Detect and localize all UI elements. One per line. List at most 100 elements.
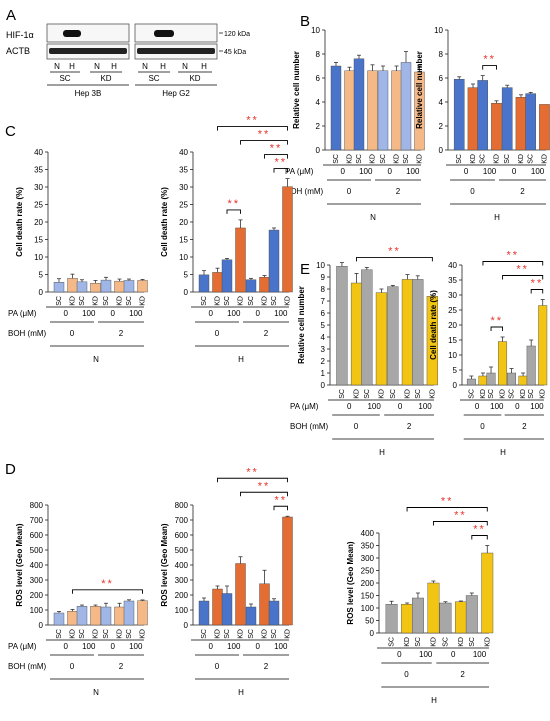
pa-value: 0 bbox=[464, 167, 469, 176]
category-label: SC bbox=[56, 629, 63, 639]
boh-row-label: BOH (mM) bbox=[8, 329, 47, 338]
y-tick-label: 200 bbox=[175, 591, 189, 600]
y-tick-label: 4 bbox=[321, 333, 326, 342]
bar bbox=[282, 516, 293, 626]
significance-marker: ** bbox=[246, 466, 259, 478]
category-label: KD bbox=[394, 154, 401, 164]
y-tick-label: 5 bbox=[453, 366, 458, 375]
bar bbox=[427, 582, 440, 634]
y-tick-label: 20 bbox=[179, 218, 188, 227]
boh-value: 0 bbox=[354, 422, 359, 431]
category-label: SC bbox=[488, 389, 495, 399]
lane-label: H bbox=[160, 62, 166, 71]
boh-value: 0 bbox=[470, 187, 475, 196]
y-tick-label: 35 bbox=[179, 166, 188, 175]
category-label: SC bbox=[201, 629, 208, 639]
pa-value: 0 bbox=[64, 642, 69, 651]
category-label: SC bbox=[390, 389, 397, 399]
pa-value: 0 bbox=[475, 402, 480, 411]
category-label: SC bbox=[509, 389, 516, 399]
boh-value: 0 bbox=[480, 422, 485, 431]
y-tick-label: 100 bbox=[30, 606, 44, 615]
category-label: KD bbox=[117, 296, 124, 306]
y-tick-label: 15 bbox=[179, 236, 188, 245]
bar bbox=[235, 563, 246, 626]
pa-value: 0 bbox=[397, 650, 402, 659]
category-label: KD bbox=[238, 629, 245, 639]
y-tick-label: 0 bbox=[321, 381, 326, 390]
y-tick-label: 8 bbox=[439, 50, 444, 59]
bar bbox=[221, 259, 233, 293]
bar bbox=[336, 266, 348, 386]
category-label: KD bbox=[430, 637, 437, 647]
category-label: SC bbox=[126, 629, 133, 639]
bar bbox=[76, 281, 88, 293]
bar bbox=[53, 612, 65, 626]
significance-marker: ** bbox=[516, 264, 529, 276]
y-tick-label: 6 bbox=[439, 74, 444, 83]
y-tick-label: 8 bbox=[316, 50, 321, 59]
bar bbox=[526, 345, 536, 386]
category-label: SC bbox=[528, 389, 535, 399]
pa-value: 0 bbox=[515, 402, 520, 411]
y-axis-label: ROS level (Geo Mean) bbox=[160, 523, 169, 606]
category-label: KD bbox=[140, 629, 147, 639]
y-tick-label: 5 bbox=[321, 321, 326, 330]
significance-bracket bbox=[356, 256, 433, 262]
significance-marker: ** bbox=[270, 143, 283, 155]
bar bbox=[538, 305, 548, 386]
y-tick-label: 2 bbox=[316, 122, 321, 131]
bar bbox=[515, 96, 527, 151]
bar bbox=[245, 279, 257, 293]
pa-row-label: PA (μM) bbox=[285, 167, 314, 176]
pa-value: 100 bbox=[418, 402, 432, 411]
bar bbox=[486, 372, 496, 386]
y-tick-label: 0 bbox=[184, 288, 189, 297]
significance-marker: ** bbox=[483, 54, 496, 66]
y-tick-label: 300 bbox=[175, 576, 189, 585]
y-tick-label: 400 bbox=[175, 561, 189, 570]
category-label: KD bbox=[262, 296, 269, 306]
category-label: SC bbox=[79, 296, 86, 306]
bar bbox=[330, 65, 342, 151]
bar bbox=[401, 279, 414, 386]
boh-value: 0 bbox=[70, 329, 75, 338]
y-tick-label: 300 bbox=[30, 576, 44, 585]
category-label: SC bbox=[126, 296, 133, 306]
category-label: KD bbox=[354, 389, 361, 399]
y-tick-label: 50 bbox=[365, 617, 374, 626]
category-label: SC bbox=[248, 296, 255, 306]
pa-value: 100 bbox=[227, 642, 241, 651]
blot-hepg2-actb-band bbox=[137, 48, 215, 54]
bar bbox=[385, 604, 398, 634]
bar bbox=[114, 280, 125, 293]
bar bbox=[123, 280, 135, 293]
category-label: KD bbox=[493, 154, 500, 164]
bar bbox=[67, 611, 78, 626]
category-label: KD bbox=[238, 296, 245, 306]
lane-label: H bbox=[69, 62, 75, 71]
lane-label: N bbox=[54, 62, 60, 71]
significance-bracket bbox=[226, 209, 241, 214]
bar bbox=[53, 282, 65, 293]
pa-value: 100 bbox=[473, 650, 487, 659]
group-label-sc: SC bbox=[148, 74, 159, 83]
bar bbox=[221, 593, 233, 626]
y-tick-label: 0 bbox=[439, 146, 444, 155]
category-label: SC bbox=[364, 389, 371, 399]
y-tick-label: 2 bbox=[439, 122, 444, 131]
y-tick-label: 25 bbox=[34, 201, 43, 210]
y-tick-label: 500 bbox=[30, 546, 44, 555]
condition-label: N bbox=[93, 688, 99, 697]
bar bbox=[350, 282, 363, 386]
bar bbox=[477, 80, 489, 151]
significance-bracket bbox=[406, 507, 488, 512]
y-tick-label: 700 bbox=[30, 516, 44, 525]
y-tick-label: 20 bbox=[34, 218, 43, 227]
bar bbox=[465, 595, 478, 634]
bar bbox=[268, 600, 280, 626]
boh-row-label: BOH (mM) bbox=[290, 422, 329, 431]
